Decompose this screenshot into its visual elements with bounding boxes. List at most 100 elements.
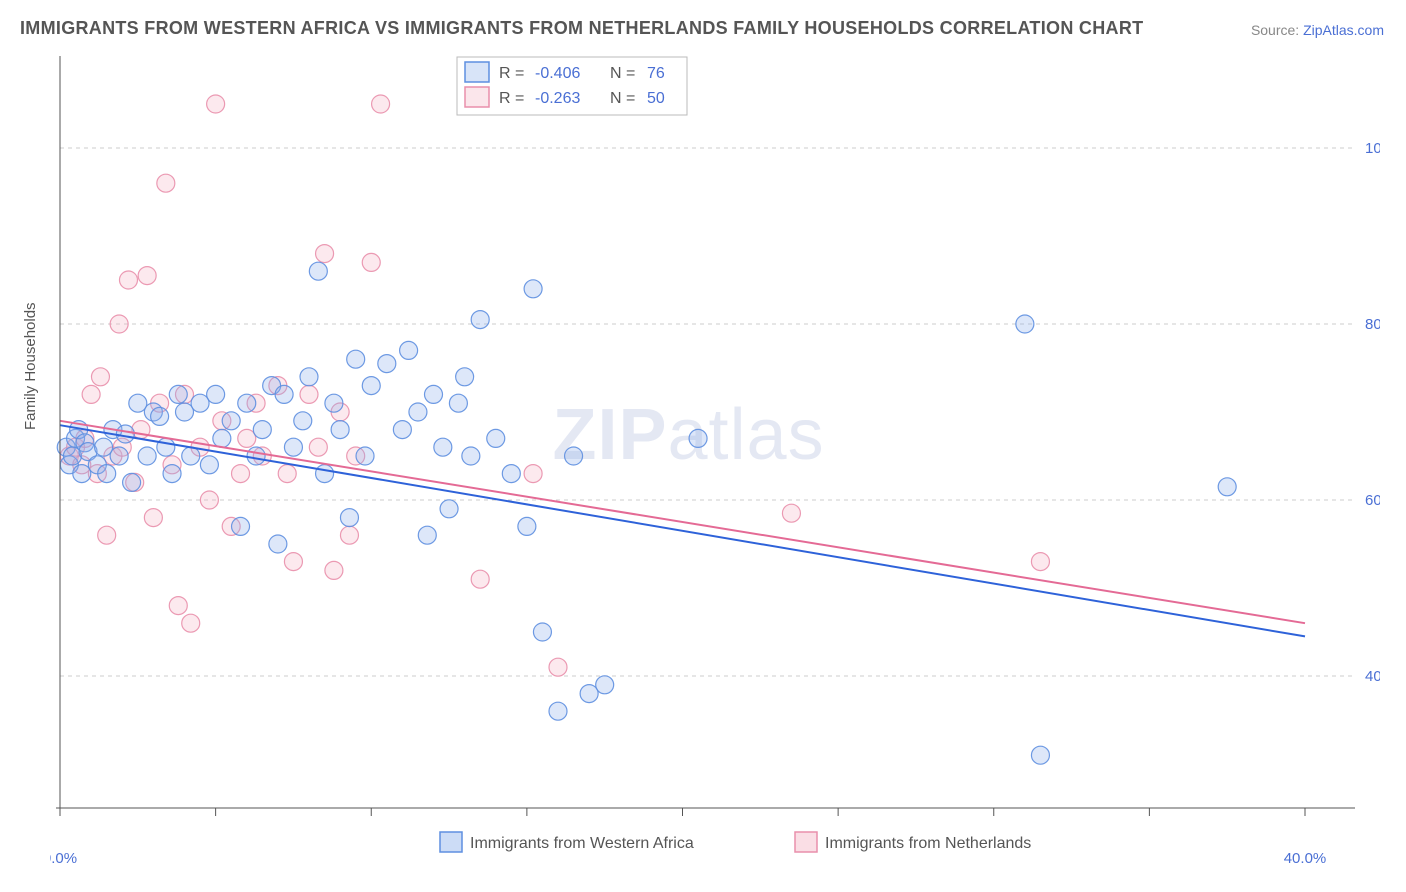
data-point	[316, 245, 334, 263]
scatter-chart: 40.0%60.0%80.0%100.0%ZIPatlas0.0%40.0%R …	[50, 48, 1380, 838]
data-point	[200, 491, 218, 509]
data-point	[1031, 553, 1049, 571]
data-point	[300, 385, 318, 403]
data-point	[82, 385, 100, 403]
data-point	[549, 702, 567, 720]
watermark: ZIPatlas	[553, 395, 825, 475]
data-point	[471, 570, 489, 588]
data-point	[325, 561, 343, 579]
data-point	[596, 676, 614, 694]
data-point	[1031, 746, 1049, 764]
data-point	[400, 341, 418, 359]
data-point	[232, 465, 250, 483]
data-point	[300, 368, 318, 386]
data-point	[207, 385, 225, 403]
data-point	[200, 456, 218, 474]
data-point	[471, 311, 489, 329]
legend-n-value: 76	[647, 65, 665, 82]
data-point	[449, 394, 467, 412]
data-point	[110, 315, 128, 333]
data-point	[207, 95, 225, 113]
y-axis-label: Family Households	[22, 302, 39, 430]
data-point	[253, 421, 271, 439]
data-point	[119, 271, 137, 289]
data-point	[347, 350, 365, 368]
source-link[interactable]: ZipAtlas.com	[1303, 22, 1384, 38]
data-point	[356, 447, 374, 465]
data-point	[462, 447, 480, 465]
data-point	[238, 394, 256, 412]
data-point	[533, 623, 551, 641]
data-point	[340, 526, 358, 544]
legend-swatch	[465, 87, 489, 107]
legend-r-value: -0.263	[535, 90, 580, 107]
y-tick-label: 100.0%	[1365, 140, 1380, 157]
x-tick-label: 40.0%	[1284, 850, 1327, 867]
data-point	[418, 526, 436, 544]
legend-r-value: -0.406	[535, 65, 580, 82]
data-point	[123, 473, 141, 491]
data-point	[340, 509, 358, 527]
data-point	[502, 465, 520, 483]
data-point	[269, 535, 287, 553]
data-point	[284, 553, 302, 571]
data-point	[182, 447, 200, 465]
data-point	[110, 447, 128, 465]
data-point	[275, 385, 293, 403]
data-point	[182, 614, 200, 632]
data-point	[278, 465, 296, 483]
data-point	[144, 509, 162, 527]
data-point	[325, 394, 343, 412]
data-point	[157, 174, 175, 192]
data-point	[689, 429, 707, 447]
data-point	[138, 447, 156, 465]
legend-r-label: R =	[499, 65, 524, 82]
data-point	[91, 368, 109, 386]
legend-n-label: N =	[610, 90, 635, 107]
data-point	[524, 465, 542, 483]
data-point	[98, 526, 116, 544]
data-point	[565, 447, 583, 465]
data-point	[378, 355, 396, 373]
data-point	[1218, 478, 1236, 496]
data-point	[157, 438, 175, 456]
y-tick-label: 60.0%	[1365, 492, 1380, 509]
data-point	[169, 597, 187, 615]
data-point	[116, 425, 134, 443]
data-point	[98, 465, 116, 483]
y-tick-label: 40.0%	[1365, 668, 1380, 685]
data-point	[425, 385, 443, 403]
data-point	[549, 658, 567, 676]
data-point	[372, 95, 390, 113]
legend-n-label: N =	[610, 65, 635, 82]
data-point	[222, 412, 240, 430]
data-point	[294, 412, 312, 430]
data-point	[456, 368, 474, 386]
legend-n-value: 50	[647, 90, 665, 107]
bottom-legend-swatch	[440, 832, 462, 852]
data-point	[163, 465, 181, 483]
data-point	[518, 517, 536, 535]
data-point	[524, 280, 542, 298]
data-point	[440, 500, 458, 518]
data-point	[247, 447, 265, 465]
data-point	[362, 377, 380, 395]
legend-r-label: R =	[499, 90, 524, 107]
data-point	[487, 429, 505, 447]
data-point	[316, 465, 334, 483]
data-point	[213, 429, 231, 447]
data-point	[309, 262, 327, 280]
bottom-legend-label: Immigrants from Netherlands	[825, 835, 1031, 852]
data-point	[782, 504, 800, 522]
data-point	[284, 438, 302, 456]
data-point	[151, 407, 169, 425]
data-point	[309, 438, 327, 456]
legend-swatch	[465, 62, 489, 82]
source-attribution: Source: ZipAtlas.com	[1251, 22, 1384, 38]
data-point	[169, 385, 187, 403]
bottom-legend-label: Immigrants from Western Africa	[470, 835, 694, 852]
data-point	[1016, 315, 1034, 333]
chart-title: IMMIGRANTS FROM WESTERN AFRICA VS IMMIGR…	[20, 18, 1143, 39]
data-point	[331, 421, 349, 439]
chart-svg: 40.0%60.0%80.0%100.0%ZIPatlas0.0%40.0%R …	[50, 48, 1380, 868]
